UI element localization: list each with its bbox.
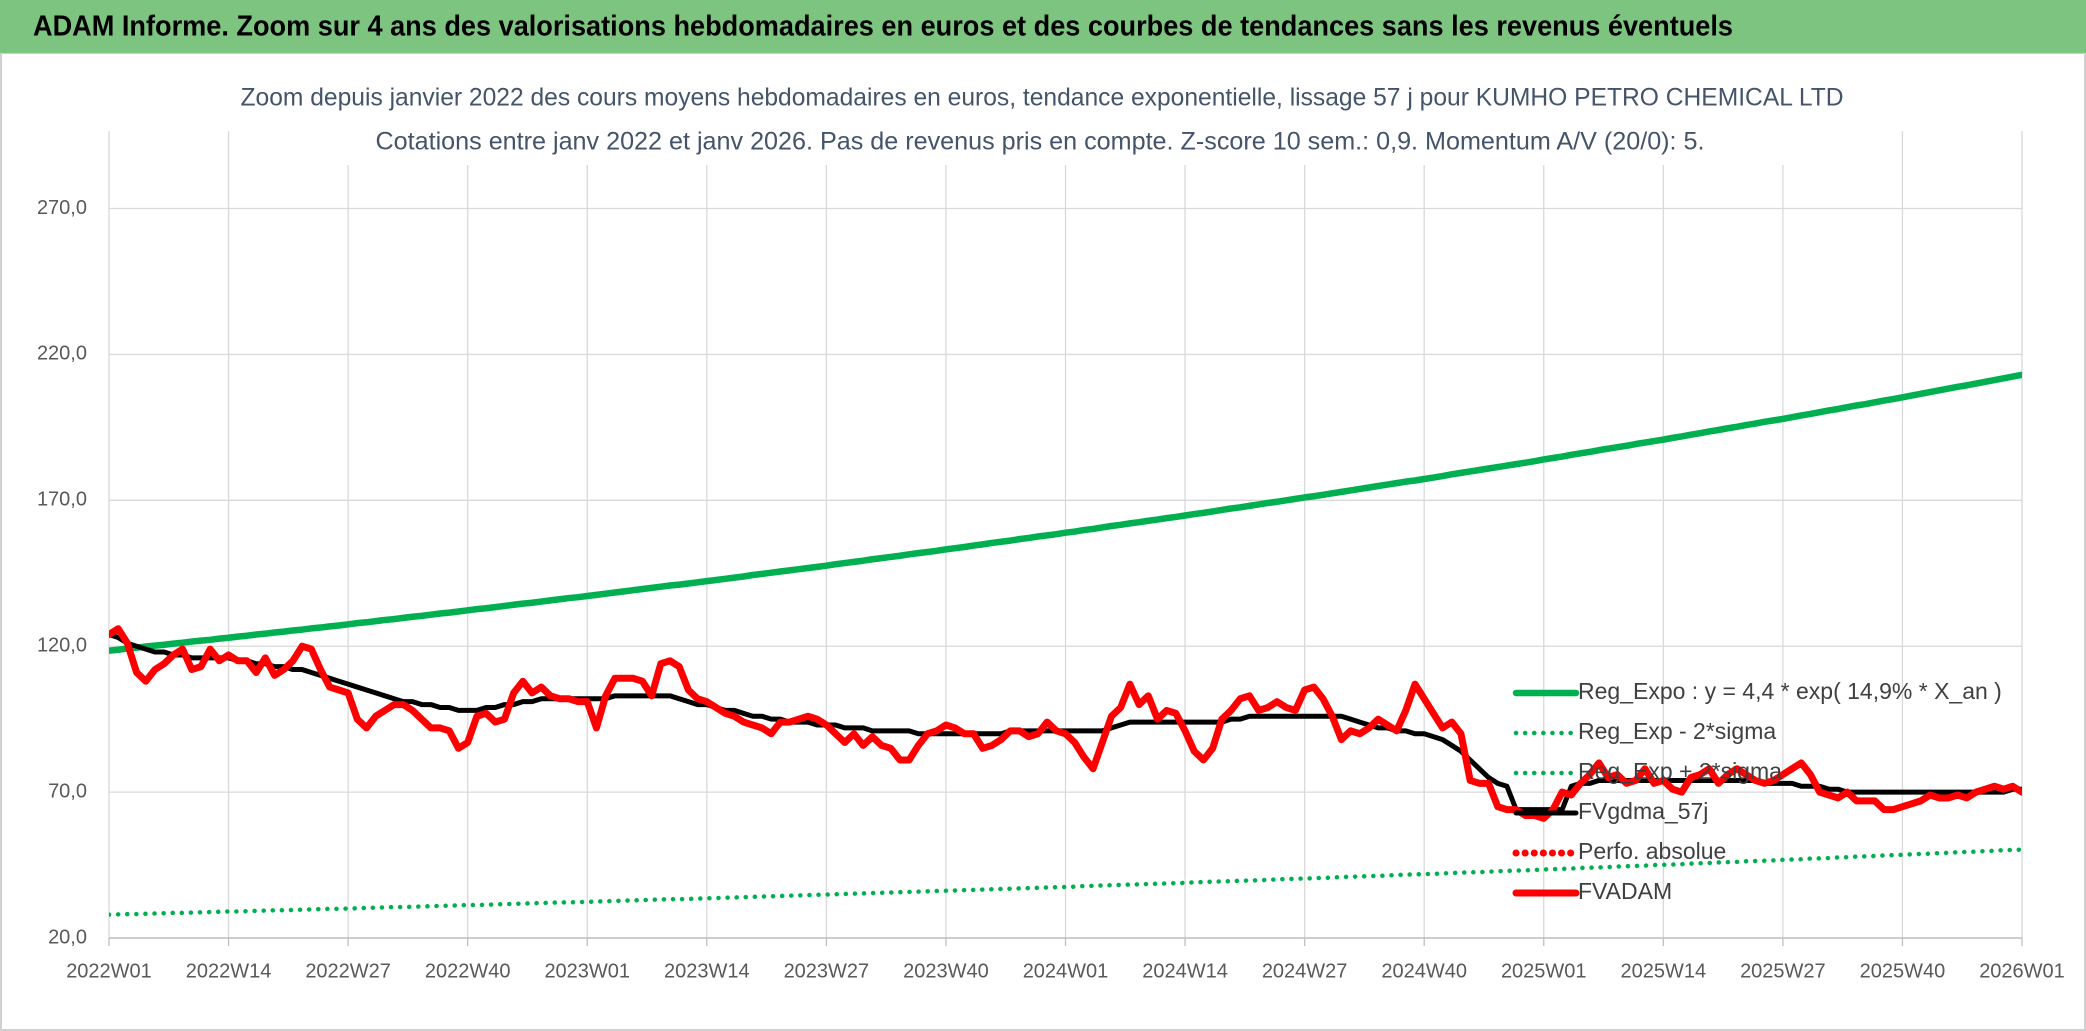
x-tick-label: 2023W14 xyxy=(664,960,750,982)
x-tick-label: 2024W27 xyxy=(1262,960,1348,982)
legend-label: Reg_Expo : y = 4,4 * exp( 14,9% * X_an ) xyxy=(1578,678,2002,704)
x-tick-label: 2023W27 xyxy=(784,960,870,982)
legend-label: FVgdma_57j xyxy=(1578,798,1708,824)
y-tick-label: 220,0 xyxy=(37,343,87,365)
x-tick-label: 2024W40 xyxy=(1381,960,1467,982)
x-tick-label: 2022W27 xyxy=(305,960,391,982)
series-line xyxy=(109,371,2022,654)
y-tick-label: 270,0 xyxy=(37,197,87,219)
legend-label: Perfo. absolue xyxy=(1578,838,1726,864)
legend-label: FVADAM xyxy=(1578,878,1672,904)
header-bar xyxy=(0,0,2086,53)
y-tick-label: 170,0 xyxy=(37,489,87,511)
x-tick-label: 2024W14 xyxy=(1142,960,1228,982)
legend-label: Reg_Exp + 2*sigma xyxy=(1578,758,1782,784)
x-tick-label: 2026W01 xyxy=(1979,960,2065,982)
x-tick-label: 2025W01 xyxy=(1501,960,1587,982)
title-box xyxy=(233,75,1847,165)
x-tick-label: 2022W01 xyxy=(66,960,152,982)
x-tick-label: 2025W27 xyxy=(1740,960,1826,982)
plot-area: 20,0 70,0 120,0 170,0 220,0 270,0 2022W01 2022W… xyxy=(37,131,2065,982)
y-tick-label: 120,0 xyxy=(37,634,87,656)
x-tick-label: 2025W14 xyxy=(1621,960,1707,982)
header-title: ADAM Informe. Zoom sur 4 ans des valoris… xyxy=(33,11,1733,43)
chart-title: Zoom depuis janvier 2022 des cours moyen… xyxy=(241,84,1844,112)
y-tick-label: 20,0 xyxy=(48,926,87,948)
x-tick-label: 2022W40 xyxy=(425,960,511,982)
series-layer xyxy=(109,371,2022,917)
x-tick-label: 2022W14 xyxy=(186,960,272,982)
y-tick-label: 70,0 xyxy=(48,780,87,802)
series-line xyxy=(109,847,2022,917)
x-tick-label: 2023W01 xyxy=(544,960,630,982)
legend: Reg_Expo : y = 4,4 * exp( 14,9% * X_an )… xyxy=(1512,678,2002,904)
series-line xyxy=(109,625,2022,822)
chart-subtitle: Cotations entre janv 2022 et janv 2026. … xyxy=(376,128,1705,156)
legend-label: Reg_Exp - 2*sigma xyxy=(1578,718,1776,744)
x-tick-label: 2025W40 xyxy=(1860,960,1946,982)
x-tick-label: 2023W40 xyxy=(903,960,989,982)
x-tick-label: 2024W01 xyxy=(1023,960,1109,982)
